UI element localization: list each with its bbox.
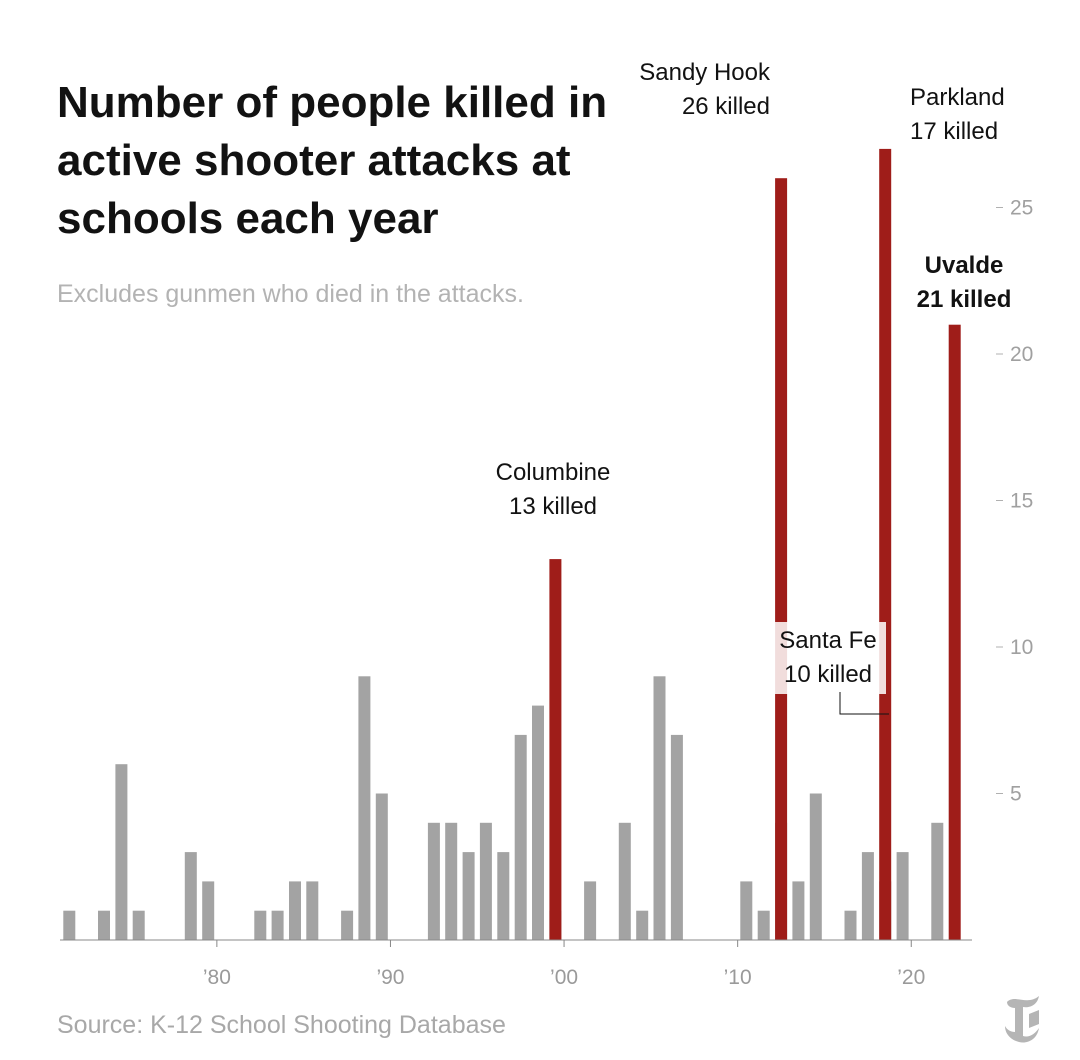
bar-gray-1994: [462, 852, 475, 940]
bar-gray-2013: [792, 881, 805, 940]
bar-gray-1974: [115, 764, 128, 940]
annotation-leader-line: [839, 692, 889, 715]
bar-gray-2005: [653, 676, 666, 940]
y-tick-label: 5: [1010, 783, 1022, 806]
bar-gray-1998: [532, 705, 544, 940]
bar-gray-1982: [254, 910, 267, 940]
bar-gray-1997: [514, 734, 527, 940]
bar-red-1999: [549, 559, 562, 940]
bar-gray-1978: [184, 852, 197, 940]
chart-title: Number of people killed in active shoote…: [57, 78, 608, 243]
x-tick-label: ’20: [897, 966, 925, 989]
bar-gray-2003: [618, 822, 631, 940]
y-tick-label: 20: [1010, 343, 1033, 366]
bar-gray-2011: [757, 910, 770, 940]
nyt-t-logo-icon: [1005, 996, 1039, 1043]
bar-gray-1988: [358, 676, 371, 940]
annotation-label: 26 killed: [682, 93, 770, 120]
bar-gray-1983: [271, 910, 284, 940]
bar-gray-2021: [931, 822, 944, 940]
bar-gray-1975: [132, 910, 145, 940]
source-note: Source: K-12 School Shooting Database: [57, 1011, 506, 1039]
x-axis: ’80 ’90 ’00 ’10 ’20: [203, 940, 925, 989]
bar-gray-1973: [98, 910, 110, 940]
bar-red-2018: [879, 148, 892, 940]
bar-gray-2014: [809, 793, 822, 940]
bar-gray-1971: [63, 910, 76, 940]
chart-subtitle: Excludes gunmen who died in the attacks.: [57, 280, 524, 308]
annotation-label: Parkland: [910, 84, 1005, 111]
bar-gray-1979: [202, 881, 215, 940]
annotation-label: Sandy Hook: [639, 59, 771, 86]
x-tick-label: ’80: [203, 966, 231, 989]
bar-gray-1995: [479, 822, 492, 940]
x-tick-label: ’90: [376, 966, 404, 989]
bar-gray-2019: [896, 852, 909, 940]
y-axis: 5 10 15 20 25: [996, 197, 1033, 806]
bar-gray-1989: [375, 793, 388, 940]
y-tick-label: 10: [1010, 636, 1033, 659]
annotation-label: 10 killed: [784, 661, 872, 688]
x-tick-label: ’00: [550, 966, 578, 989]
bar-gray-1993: [445, 822, 458, 940]
bar-gray-1987: [341, 910, 354, 940]
x-tick-label: ’10: [724, 966, 752, 989]
annotation-background: [770, 622, 886, 694]
bar-red-2022: [948, 324, 961, 940]
annotation-label: 13 killed: [509, 493, 597, 520]
bar-gray-2006: [670, 734, 683, 940]
bar-gray-2001: [584, 881, 597, 940]
y-tick-label: 15: [1010, 490, 1033, 513]
bar-gray-1985: [306, 881, 319, 940]
annotation-label: Santa Fe: [779, 627, 876, 654]
bar-gray-2017: [861, 852, 874, 940]
annotation-label: 17 killed: [910, 118, 998, 145]
bar-red-2012: [775, 178, 788, 940]
bar-gray-2004: [636, 910, 649, 940]
bar-gray-2010: [740, 881, 753, 940]
bar-gray-1984: [289, 881, 301, 940]
bars-group: [63, 148, 961, 940]
annotations: Columbine 13 killed Sandy Hook 26 killed Par…: [496, 59, 1012, 715]
bar-chart: 5 10 15 20 25 ’80 ’90 ’00 ’10 ’20 Columbine 13 ki…: [60, 59, 1033, 989]
bar-gray-1996: [497, 852, 510, 940]
annotation-label: Uvalde: [925, 252, 1004, 279]
annotation-label: 21 killed: [917, 286, 1012, 313]
y-tick-label: 25: [1010, 197, 1033, 220]
annotation-label: Columbine: [496, 459, 611, 486]
bar-gray-2016: [844, 910, 857, 940]
bar-gray-1992: [427, 822, 440, 940]
